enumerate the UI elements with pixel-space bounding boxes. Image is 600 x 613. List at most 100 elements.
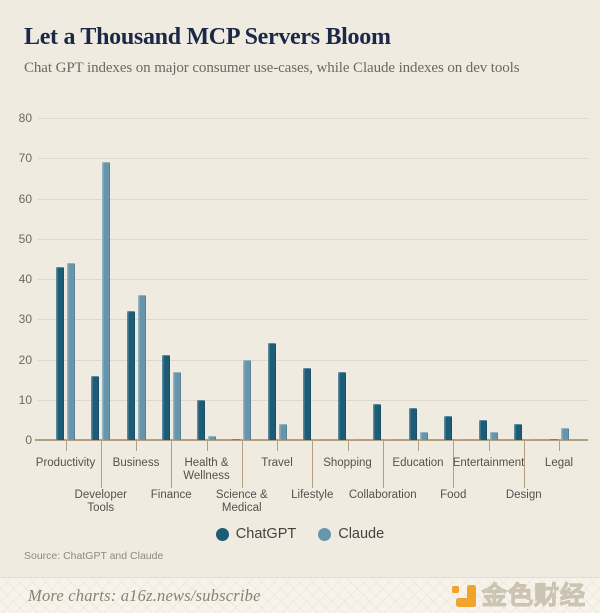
x-axis-label-health-wellness: Health & Wellness (183, 457, 230, 482)
x-axis-line (35, 439, 588, 441)
bar-group-health-wellness (189, 140, 225, 440)
legend-dot-claude-icon (318, 527, 332, 541)
chart-title: Let a Thousand MCP Servers Bloom (24, 24, 391, 50)
gridline-40 (38, 279, 588, 280)
x-axis-label-shopping: Shopping (323, 457, 372, 469)
x-axis-label-lifestyle: Lifestyle (291, 489, 334, 501)
legend-dot-chatgpt-icon (215, 527, 229, 541)
bar-chatgpt-science-medical (232, 438, 241, 440)
bar-claude-food (454, 438, 463, 440)
bar-chatgpt-lifestyle (302, 367, 311, 440)
bar-group-food (435, 140, 471, 440)
gridline-30 (38, 319, 588, 321)
bar-group-education (400, 140, 436, 440)
bar-claude-legal (560, 427, 569, 440)
gridline-10 (38, 399, 588, 401)
x-tick-science-medical (241, 441, 243, 488)
bar-group-travel (259, 140, 295, 440)
gridline-80 (38, 118, 588, 119)
y-axis-label-30: 30 (18, 312, 32, 327)
bar-group-entertainment (471, 140, 507, 440)
bar-claude-design (525, 438, 534, 440)
x-tick-developer-tools (100, 441, 102, 488)
gridline-20 (38, 359, 588, 361)
x-tick-collaboration (382, 441, 384, 488)
watermark-brand: 金色财经 (451, 582, 586, 611)
x-axis-label-design: Design (505, 489, 542, 501)
legend-item-chatgpt: ChatGPT (215, 526, 297, 542)
y-axis-label-10: 10 (18, 392, 32, 407)
bar-chatgpt-shopping (338, 371, 346, 440)
bar-chatgpt-food (443, 415, 452, 440)
bar-claude-business (137, 295, 146, 440)
x-axis-label-science-medical: Science & Medical (215, 489, 268, 514)
bar-claude-lifestyle (313, 438, 322, 440)
bar-group-science-medical (224, 140, 260, 440)
x-axis-label-collaboration: Collaboration (348, 489, 417, 501)
bar-claude-collaboration (384, 438, 393, 440)
x-tick-legal (559, 441, 560, 451)
y-axis-label-40: 40 (18, 272, 32, 286)
x-axis-label-travel: Travel (261, 457, 293, 469)
bar-claude-travel (278, 423, 287, 440)
x-axis-label-business: Business (112, 457, 160, 469)
x-tick-productivity (65, 441, 67, 451)
watermark-text: 金色财经 (481, 582, 586, 611)
bar-group-legal (541, 140, 577, 440)
bar-claude-developer-tools (102, 162, 111, 440)
x-axis-label-legal: Legal (544, 457, 574, 469)
x-tick-education (418, 441, 419, 451)
bar-chatgpt-education (408, 407, 417, 440)
bar-claude-entertainment (490, 431, 498, 440)
x-axis-label-finance: Finance (150, 489, 192, 501)
x-axis-label-productivity: Productivity (35, 457, 96, 469)
bar-chatgpt-finance (161, 355, 170, 440)
legend-label-claude: Claude (338, 526, 385, 542)
chart-legend: ChatGPT Claude (0, 524, 600, 544)
x-tick-health-wellness (206, 441, 208, 451)
x-tick-business (136, 441, 137, 451)
footer-bar: More charts: a16z.news/subscribe 金色财经 (0, 577, 600, 613)
x-axis-label-developer-tools: Developer Tools (74, 489, 127, 514)
bar-chatgpt-developer-tools (91, 375, 100, 440)
bar-claude-health-wellness (208, 435, 216, 440)
bar-claude-finance (172, 371, 181, 440)
bar-group-business (118, 140, 154, 440)
x-tick-shopping (347, 441, 349, 451)
x-tick-lifestyle (312, 441, 314, 488)
y-axis-label-0: 0 (25, 433, 32, 447)
bar-group-collaboration (365, 140, 401, 440)
legend-label-chatgpt: ChatGPT (235, 526, 297, 542)
bar-chatgpt-design (514, 423, 523, 440)
bar-group-productivity (48, 140, 84, 440)
x-tick-entertainment (488, 441, 490, 451)
y-axis-label-80: 80 (18, 111, 32, 125)
x-axis-label-education: Education (392, 457, 444, 469)
bar-group-finance (153, 140, 189, 440)
subscribe-link[interactable]: More charts: a16z.news/subscribe (28, 586, 261, 605)
y-axis-label-60: 60 (18, 191, 32, 206)
bar-chatgpt-legal (549, 438, 558, 440)
bar-claude-shopping (349, 438, 357, 440)
source-note: Source: ChatGPT and Claude (24, 550, 164, 562)
bar-chatgpt-health-wellness (197, 399, 205, 440)
bar-chatgpt-business (126, 311, 135, 440)
y-axis-label-20: 20 (18, 352, 32, 367)
y-axis-label-50: 50 (18, 231, 32, 246)
bar-chatgpt-travel (267, 343, 276, 440)
gridline-70 (38, 158, 588, 160)
x-tick-finance (171, 441, 173, 488)
x-tick-travel (277, 441, 278, 451)
gridline-60 (38, 198, 588, 200)
bar-group-lifestyle (294, 140, 330, 440)
bar-claude-science-medical (243, 359, 252, 440)
jinse-logo-icon (451, 584, 476, 608)
bar-chatgpt-productivity (56, 266, 64, 440)
bar-claude-productivity (67, 262, 75, 440)
chart-subtitle: Chat GPT indexes on major consumer use-c… (24, 60, 520, 76)
x-tick-food (453, 441, 455, 488)
bar-chatgpt-entertainment (479, 419, 487, 440)
y-axis-label-70: 70 (18, 151, 32, 166)
